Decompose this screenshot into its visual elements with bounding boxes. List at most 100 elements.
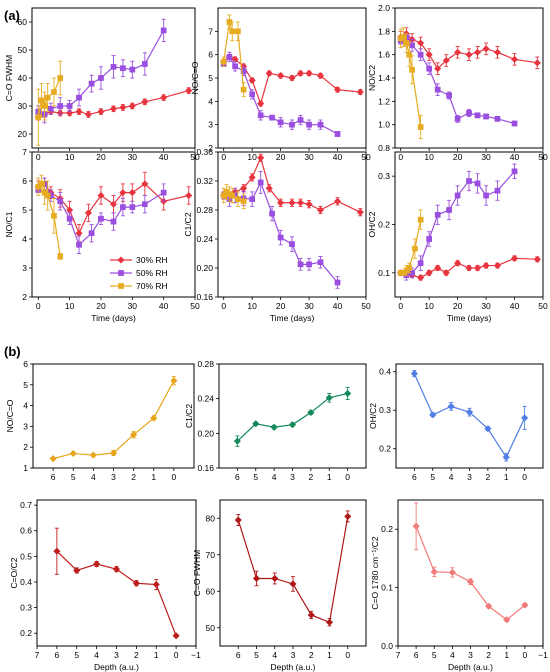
y-tick-label: 50 — [18, 45, 28, 55]
y-tick-label: 7 — [22, 147, 27, 157]
legend-label: 30% RH — [136, 255, 168, 265]
data-point — [306, 121, 312, 128]
data-point — [88, 80, 95, 87]
data-point — [57, 103, 64, 109]
x-tick-label: 20 — [276, 301, 286, 311]
x-tick-label: 20 — [276, 152, 286, 162]
data-point — [409, 66, 415, 73]
series-3 — [220, 14, 247, 98]
x-tick-label: 7 — [35, 650, 40, 660]
x-tick-label: 50 — [361, 301, 371, 311]
chart-7: 6 5 4 3 2 1 0 1 2 3 4 5 6 NO/C=O — [5, 359, 195, 482]
x-tick-label: 10 — [65, 301, 75, 311]
data-point — [110, 218, 117, 225]
data-point — [57, 198, 64, 205]
series-1 — [397, 27, 541, 75]
series-1 — [233, 386, 352, 447]
data-point — [511, 120, 518, 127]
data-point — [129, 431, 138, 439]
data-point — [412, 245, 418, 252]
data-point — [288, 74, 296, 82]
series-3 — [397, 27, 424, 140]
data-point — [88, 230, 95, 237]
data-point — [44, 192, 51, 199]
y-axis-title: OH/C2 — [368, 403, 378, 429]
data-point — [417, 260, 424, 267]
data-point — [89, 451, 98, 459]
data-point — [132, 579, 141, 587]
x-tick-label: 10 — [424, 301, 434, 311]
data-point — [277, 234, 284, 241]
x-tick-label: 30 — [304, 152, 314, 162]
data-point — [474, 112, 481, 119]
data-point — [172, 632, 180, 640]
data-point — [232, 63, 238, 70]
y-tick-label: 5 — [23, 380, 28, 390]
data-point — [417, 216, 424, 223]
series-1 — [220, 153, 364, 217]
data-point — [44, 94, 51, 101]
x-tick-label: 0 — [345, 650, 350, 660]
x-tick-label: 3 — [111, 472, 116, 482]
data-point — [240, 86, 247, 93]
y-axis-title: C=O/C2 — [9, 557, 19, 588]
data-point — [41, 189, 48, 196]
x-tick-label: 3 — [291, 650, 296, 660]
x-tick-label: 1 — [327, 650, 332, 660]
chart-11: 6 5 4 3 2 1 0 50 60 70 80 C=O FWHM Depth (a.u.) — [192, 499, 367, 672]
y-tick-label: 0.1 — [381, 583, 393, 593]
data-point — [150, 414, 158, 422]
data-point — [229, 28, 236, 35]
y-tick-label: 60 — [206, 586, 216, 596]
x-tick-label: 2 — [309, 650, 314, 660]
series-1 — [412, 502, 529, 624]
x-tick-label: 0 — [174, 650, 179, 660]
data-point — [430, 568, 438, 576]
y-tick-label: 0.6 — [20, 526, 32, 536]
data-point — [265, 184, 273, 192]
series-1 — [49, 376, 178, 463]
data-point — [473, 48, 482, 56]
data-point — [119, 103, 127, 112]
y-tick-label: 6 — [22, 176, 27, 186]
panel-label-b: (b) — [4, 344, 21, 359]
plot-frame — [394, 7, 544, 149]
data-point — [334, 131, 341, 137]
x-tick-label: 50 — [538, 301, 548, 311]
x-tick-label: −1 — [538, 650, 548, 660]
data-point — [296, 199, 305, 207]
chart-4: 0 10 20 30 40 50 2 3 4 5 6 7 NO/C1 — [4, 147, 200, 311]
plot-frame — [218, 363, 367, 469]
x-tick-label: 0 — [345, 472, 350, 482]
data-point — [185, 86, 193, 95]
data-point — [235, 28, 241, 35]
data-point — [170, 376, 178, 385]
y-axis-title: C1/C2 — [183, 212, 193, 236]
data-point — [128, 188, 136, 197]
x-tick-label: 5 — [253, 472, 258, 482]
x-tick-label: −1 — [191, 650, 201, 660]
y-tick-label: 0.32 — [196, 176, 213, 186]
data-point — [465, 51, 473, 59]
data-point — [316, 206, 325, 214]
x-tick-label: 40 — [510, 301, 520, 311]
series-1 — [234, 510, 352, 627]
x-tick-label: 0 — [398, 152, 403, 162]
data-point — [510, 55, 519, 63]
x-tick-label: 3 — [114, 650, 119, 660]
x-tick-label: 3 — [467, 472, 472, 482]
data-point — [257, 179, 264, 186]
data-point — [493, 48, 502, 56]
data-point — [356, 208, 364, 216]
data-point — [400, 34, 407, 41]
x-tick-label: 30 — [128, 152, 138, 162]
data-point — [333, 197, 342, 205]
plot-frame — [219, 499, 367, 647]
y-tick-label: 70 — [206, 550, 216, 560]
data-point — [466, 178, 472, 184]
y-tick-label: 0.24 — [197, 394, 214, 404]
data-point — [307, 611, 315, 619]
x-tick-label: 4 — [272, 472, 277, 482]
series-1 — [220, 53, 364, 108]
data-point — [269, 114, 275, 121]
